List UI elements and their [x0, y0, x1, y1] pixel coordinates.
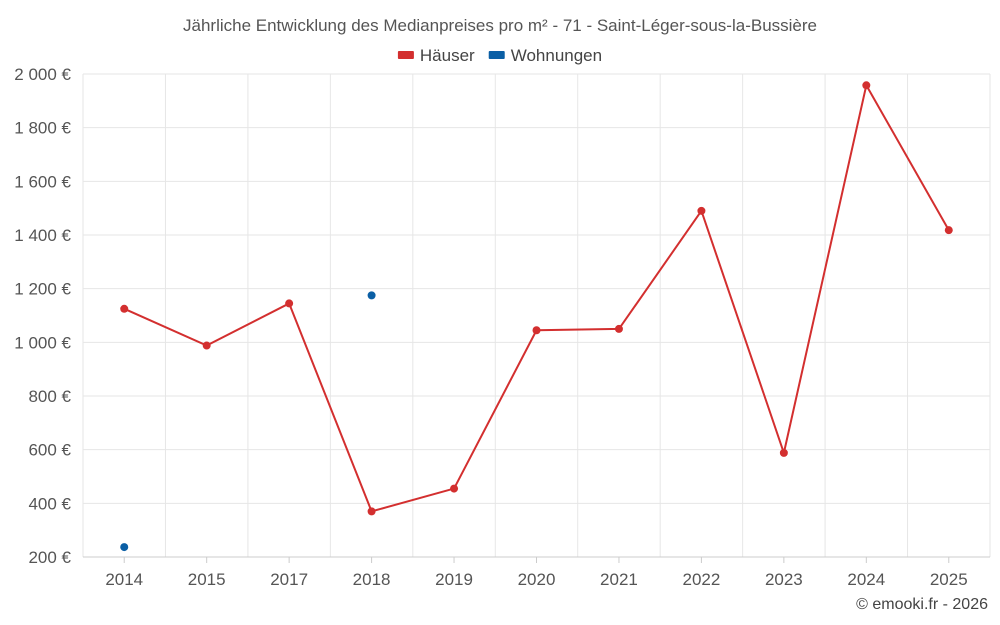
y-tick-label: 1 800 € [14, 119, 71, 138]
x-axis: 2014 2015 2017 2018 2019 2020 2021 2022 2023 2024… [83, 556, 990, 589]
chart-title: Jährliche Entwicklung des Medianpreises … [183, 16, 817, 35]
legend-swatch [488, 51, 505, 59]
data-point[interactable] [697, 206, 706, 215]
chart-grid [82, 73, 991, 558]
data-point[interactable] [862, 81, 871, 90]
data-point[interactable] [779, 448, 788, 457]
y-tick-label: 1 200 € [14, 280, 71, 299]
data-point[interactable] [202, 341, 211, 350]
data-point[interactable] [614, 324, 623, 333]
data-point[interactable] [944, 226, 953, 235]
legend-item[interactable]: Wohnungen [488, 46, 602, 65]
y-tick-label: 800 € [28, 387, 71, 406]
y-tick-label: 400 € [28, 494, 71, 513]
x-tick-label: 2018 [353, 570, 391, 589]
legend-swatch [397, 51, 414, 59]
chart-legend: Häuser Wohnungen [397, 46, 602, 65]
x-tick-label: 2024 [847, 570, 885, 589]
x-tick-label: 2014 [105, 570, 143, 589]
data-point[interactable] [532, 326, 541, 335]
x-tick-label: 2022 [682, 570, 720, 589]
y-tick-label: 1 600 € [14, 172, 71, 191]
data-point[interactable] [367, 291, 376, 300]
series-1 [120, 291, 376, 552]
series-0 [120, 81, 953, 516]
y-tick-label: 1 000 € [14, 333, 71, 352]
x-tick-label: 2021 [600, 570, 638, 589]
x-tick-label: 2020 [518, 570, 556, 589]
x-tick-label: 2025 [930, 570, 968, 589]
y-axis: 200 € 400 € 600 € 800 € 1 000 € 1 200 € 1 400 … [14, 65, 71, 567]
legend-label: Häuser [420, 46, 475, 65]
y-tick-label: 200 € [28, 548, 71, 567]
data-point[interactable] [120, 543, 129, 552]
y-tick-label: 2 000 € [14, 65, 71, 84]
y-tick-label: 600 € [28, 441, 71, 460]
x-tick-label: 2019 [435, 570, 473, 589]
data-point[interactable] [120, 304, 129, 313]
x-tick-label: 2017 [270, 570, 308, 589]
data-point[interactable] [450, 484, 459, 493]
data-point[interactable] [367, 507, 376, 516]
chart-credit: © emooki.fr - 2026 [856, 596, 988, 613]
chart-series [120, 81, 953, 552]
x-tick-label: 2023 [765, 570, 803, 589]
legend-label: Wohnungen [511, 46, 602, 65]
legend-item[interactable]: Häuser [397, 46, 475, 65]
x-tick-label: 2015 [188, 570, 226, 589]
data-point[interactable] [285, 299, 294, 308]
y-tick-label: 1 400 € [14, 226, 71, 245]
